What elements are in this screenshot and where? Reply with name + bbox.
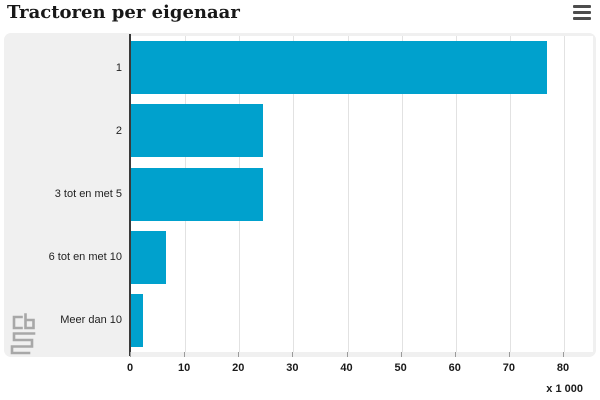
cbs-logo-s (10, 332, 36, 355)
bar[interactable] (131, 230, 167, 284)
tickmark (563, 352, 564, 357)
bar-row (131, 226, 564, 289)
tickmark (184, 352, 186, 357)
gridline (564, 36, 565, 352)
gridline (347, 36, 349, 352)
hamburger-bar (573, 10, 591, 15)
x-tick-label: 40 (340, 362, 353, 374)
category-row: Meer dan 10 (4, 289, 122, 352)
category-label: 1 (115, 61, 122, 74)
cbs-logo-b (24, 313, 35, 330)
hamburger-icon[interactable] (573, 5, 591, 20)
category-label: 2 (115, 124, 122, 137)
x-tick-label: 70 (502, 362, 515, 374)
hamburger-bar (573, 16, 591, 20)
bar[interactable] (131, 293, 143, 347)
category-axis: 1 2 3 tot en met 5 6 tot en met 10 Meer dan … (4, 36, 122, 352)
x-tick-label: 80 (556, 362, 570, 374)
x-tick-label: 60 (448, 362, 461, 374)
tickmark (238, 352, 240, 357)
category-label: Meer dan 10 (60, 314, 122, 327)
hamburger-bar (573, 5, 591, 9)
x-tick-label: 0 (126, 362, 134, 374)
tickmark (508, 352, 510, 357)
chart-title: Tractoren per eigenaar (7, 2, 240, 23)
axis-unit-label: x 1 000 (546, 383, 583, 395)
gridline (509, 36, 511, 352)
category-label: 6 tot en met 10 (48, 251, 122, 264)
tickmark (292, 352, 294, 357)
bar-row (131, 162, 564, 225)
category-row: 2 (4, 99, 122, 162)
gridline (455, 36, 457, 352)
bar[interactable] (131, 41, 548, 95)
plot-scale (131, 36, 565, 352)
bar-row (131, 289, 564, 352)
bar[interactable] (131, 104, 263, 158)
x-tick-label: 20 (232, 362, 245, 374)
bar[interactable] (131, 167, 264, 221)
cbs-logo-c (12, 315, 23, 330)
bar-series (131, 36, 564, 352)
cbs-logo (10, 313, 36, 355)
chart-panel: 1 2 3 tot en met 5 6 tot en met 10 Meer dan … (4, 33, 596, 357)
category-row: 1 (4, 36, 122, 99)
x-tick-label: 50 (394, 362, 407, 374)
category-label: 3 tot en met 5 (54, 188, 122, 200)
tickmark (130, 352, 131, 357)
bar-row (131, 36, 564, 99)
gridline (401, 36, 403, 352)
value-axis-line (129, 34, 131, 356)
category-row: 3 tot en met 5 (4, 162, 122, 225)
tickmark (454, 352, 456, 357)
tickmark (346, 352, 348, 357)
category-row: 6 tot en met 10 (4, 226, 122, 289)
tickmark (400, 352, 402, 357)
plot-area (130, 36, 593, 352)
x-tick-label: 10 (178, 362, 191, 374)
x-tick-label: 30 (286, 362, 299, 374)
gridline (293, 36, 295, 352)
bar-row (131, 99, 564, 162)
